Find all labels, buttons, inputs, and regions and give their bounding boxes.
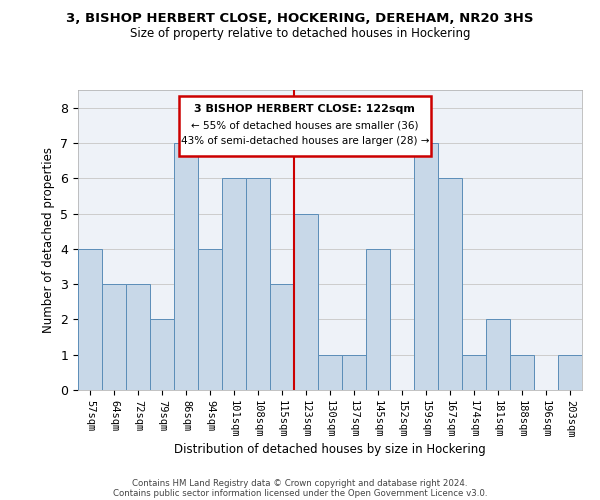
- Bar: [246, 178, 270, 390]
- Text: Size of property relative to detached houses in Hockering: Size of property relative to detached ho…: [130, 28, 470, 40]
- Bar: [486, 320, 510, 390]
- Text: 3 BISHOP HERBERT CLOSE: 122sqm: 3 BISHOP HERBERT CLOSE: 122sqm: [194, 104, 415, 114]
- Bar: [414, 143, 438, 390]
- X-axis label: Distribution of detached houses by size in Hockering: Distribution of detached houses by size …: [174, 443, 486, 456]
- Bar: [102, 284, 126, 390]
- Text: 3, BISHOP HERBERT CLOSE, HOCKERING, DEREHAM, NR20 3HS: 3, BISHOP HERBERT CLOSE, HOCKERING, DERE…: [66, 12, 534, 26]
- Text: 43% of semi-detached houses are larger (28) →: 43% of semi-detached houses are larger (…: [181, 136, 429, 146]
- Bar: [438, 178, 462, 390]
- Bar: [270, 284, 294, 390]
- Bar: [78, 249, 102, 390]
- Bar: [174, 143, 198, 390]
- Text: ← 55% of detached houses are smaller (36): ← 55% of detached houses are smaller (36…: [191, 120, 419, 130]
- Bar: [342, 354, 366, 390]
- Bar: [294, 214, 318, 390]
- Y-axis label: Number of detached properties: Number of detached properties: [42, 147, 55, 333]
- Bar: [558, 354, 582, 390]
- Bar: [366, 249, 390, 390]
- Text: Contains HM Land Registry data © Crown copyright and database right 2024.: Contains HM Land Registry data © Crown c…: [132, 478, 468, 488]
- Bar: [222, 178, 246, 390]
- Bar: [510, 354, 534, 390]
- Bar: [150, 320, 174, 390]
- Bar: [198, 249, 222, 390]
- Text: Contains public sector information licensed under the Open Government Licence v3: Contains public sector information licen…: [113, 488, 487, 498]
- Bar: [462, 354, 486, 390]
- Bar: [318, 354, 342, 390]
- FancyBboxPatch shape: [179, 96, 431, 156]
- Bar: [126, 284, 150, 390]
